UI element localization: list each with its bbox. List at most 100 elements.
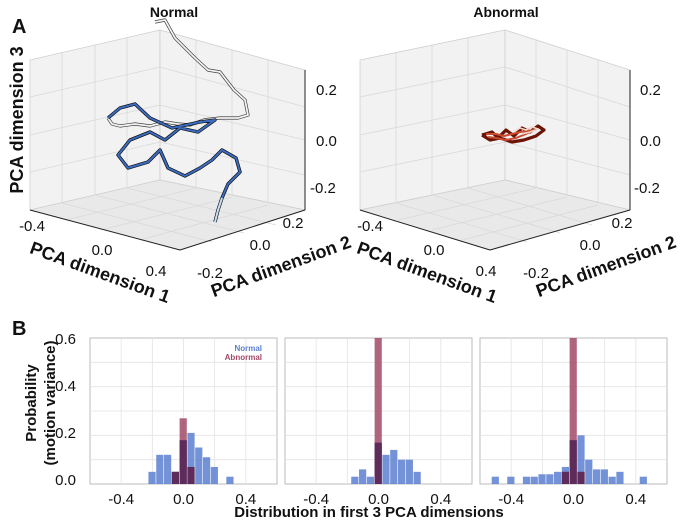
trajectory-light xyxy=(513,126,539,135)
x-tick-label: 0.0 xyxy=(368,491,389,508)
normal-bar xyxy=(608,476,616,484)
normal-bar xyxy=(351,476,359,484)
x-tick-label: -0.4 xyxy=(357,218,383,235)
x-axis-line xyxy=(359,209,491,251)
x-tick-label: -0.4 xyxy=(498,491,524,508)
x-axis-line xyxy=(29,209,181,251)
overlap-bar xyxy=(187,466,195,484)
y-tick-label: 0.0 xyxy=(250,237,271,254)
y-axis-label: PCA dimension 2 xyxy=(533,232,678,301)
trajectory-mid xyxy=(486,129,535,141)
overlap-bar xyxy=(569,440,577,484)
normal-bar xyxy=(522,476,531,484)
x-tick-label: 0.0 xyxy=(563,491,584,508)
abnormal-bar xyxy=(569,338,577,484)
normal-bar xyxy=(397,459,406,484)
trajectory-upper xyxy=(107,19,249,127)
y-tick-label: 0.2 xyxy=(283,215,304,232)
y-tick-label: 0.2 xyxy=(55,425,76,442)
abnormal-bar xyxy=(374,338,382,484)
normal-bar xyxy=(148,471,156,484)
normal-bar xyxy=(164,454,172,484)
normal-bar xyxy=(639,476,647,484)
z-tick-label: 0.2 xyxy=(316,82,337,99)
overlap-bar xyxy=(561,471,570,484)
normal-bar xyxy=(538,474,546,484)
normal-trajectory xyxy=(106,18,250,223)
y-tick-label: 0.6 xyxy=(55,331,76,348)
x-tick-label: 0.0 xyxy=(173,491,194,508)
overlap-bar xyxy=(179,440,187,484)
legend-normal: Normal xyxy=(234,344,262,353)
x-tick-label: 0.4 xyxy=(476,263,497,280)
hist-y-label-line1: Probability xyxy=(23,364,40,442)
normal-bar xyxy=(202,457,211,484)
normal-bar xyxy=(592,469,601,484)
y-axis-label: PCA dimension 2 xyxy=(208,232,353,301)
normal-bar xyxy=(554,471,562,484)
normal-bar xyxy=(382,454,390,484)
x-tick-label: 0.4 xyxy=(430,491,451,508)
z-tick-label: 0.0 xyxy=(640,133,661,150)
y-tick-label: -0.2 xyxy=(197,265,223,282)
normal-bar xyxy=(616,471,624,484)
back-right-pane xyxy=(159,29,306,211)
normal-bar xyxy=(195,447,203,484)
x-tick-label: 0.4 xyxy=(235,491,256,508)
z-tick-label: 0.0 xyxy=(316,133,337,150)
abnormal-3d-plot: Abnormal 0.2 0.0 -0.2 -0.4 0.0 0.4 -0.2 … xyxy=(354,4,678,307)
normal-bar xyxy=(507,476,515,484)
overlap-bar xyxy=(577,471,585,484)
x-tick-label: -0.4 xyxy=(19,218,45,235)
normal-bar xyxy=(156,454,164,484)
x-tick-label: 0.4 xyxy=(146,263,167,280)
y-tick-label: 0.4 xyxy=(55,378,76,395)
normal-bar xyxy=(600,469,608,484)
normal-bar xyxy=(359,469,367,484)
x-tick-label: -0.4 xyxy=(303,491,329,508)
z-tick-label: -0.2 xyxy=(310,180,336,197)
abnormal-trajectory xyxy=(481,124,546,144)
normal-bar xyxy=(210,466,218,484)
normal-bar xyxy=(187,432,195,484)
y-tick-label: 0.0 xyxy=(55,472,76,489)
x-tick-label: 0.0 xyxy=(92,242,113,259)
hist-y-label-line2: (motion variance) xyxy=(42,340,59,465)
legend-abnormal: Abnormal xyxy=(225,353,262,362)
normal-3d-plot: Normal 0.2 0.0 -0.2 -0.4 0.0 xyxy=(7,4,354,307)
y-axis-line xyxy=(179,209,306,251)
histogram-panel: -0.4 0.0 0.4 xyxy=(284,337,473,508)
y-axis-line xyxy=(489,209,631,251)
panel-b: Probability (motion variance) Distributi… xyxy=(23,331,668,521)
hist-x-label: Distribution in first 3 PCA dimensions xyxy=(234,504,503,521)
x-tick-label: -0.4 xyxy=(108,491,134,508)
panel-label-a: A xyxy=(12,16,26,38)
z-tick-label: -0.2 xyxy=(634,180,660,197)
z-tick-label: 0.2 xyxy=(640,82,661,99)
normal-bar xyxy=(530,476,538,484)
normal-bar xyxy=(546,474,554,484)
back-right-pane xyxy=(504,29,631,211)
trajectory-lower xyxy=(107,103,241,223)
normal-bar xyxy=(366,476,375,484)
histogram-panel: -0.4 0.0 0.4 xyxy=(479,337,668,508)
x-tick-label: 0.4 xyxy=(625,491,646,508)
z-axis-label: PCA dimension 3 xyxy=(7,46,27,193)
y-tick-label: 0.2 xyxy=(612,215,633,232)
x-tick-label: 0.0 xyxy=(424,242,445,259)
normal-title: Normal xyxy=(150,4,198,20)
normal-bar xyxy=(585,459,593,484)
y-tick-label: -0.2 xyxy=(523,265,549,282)
normal-bar xyxy=(390,449,398,484)
overlap-bar xyxy=(374,442,382,484)
normal-bar xyxy=(491,476,499,484)
panel-label-b: B xyxy=(12,318,26,340)
normal-bar xyxy=(577,435,585,484)
grid-lines xyxy=(359,38,631,243)
histogram-panels: -0.4 0.0 0.4 -0.4 0.0 0.4 -0.4 0.0 0.4 xyxy=(89,337,668,508)
abnormal-title: Abnormal xyxy=(473,4,538,20)
normal-bar xyxy=(405,459,413,484)
hist-y-ticks: 0.6 0.4 0.2 0.0 xyxy=(55,331,76,489)
trajectory-end xyxy=(214,197,223,223)
